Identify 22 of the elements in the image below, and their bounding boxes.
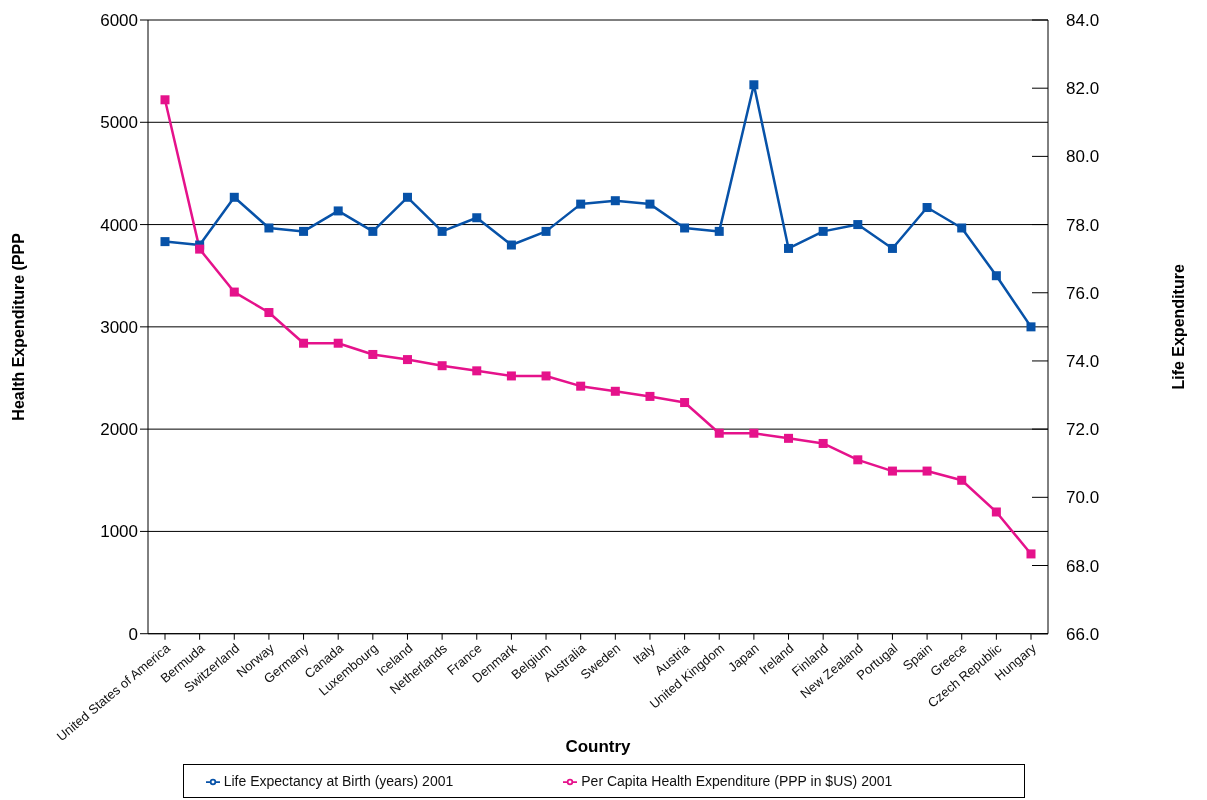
legend-label: Life Expectancy at Birth (years) 2001 (223, 772, 454, 789)
y-tick-label: 5000 (100, 113, 138, 133)
y2-tick-label: 82.0 (1066, 79, 1100, 99)
y2-tick-label: 66.0 (1066, 624, 1100, 644)
y2-tick-label: 70.0 (1066, 488, 1100, 508)
y2-tick-label: 78.0 (1066, 215, 1100, 235)
y-axis-title: Health Expenditure (PPP (9, 232, 27, 421)
y-tick-label: 4000 (100, 215, 138, 235)
legend-label: Per Capita Health Expenditure (PPP in $US) 2001 (581, 772, 893, 789)
y2-axis-title: Life Expenditure (1169, 264, 1187, 390)
x-axis-title: Country (565, 736, 632, 756)
y2-tick-label: 74.0 (1066, 351, 1100, 371)
y-tick-label: 2000 (100, 420, 138, 440)
y-tick-label: 1000 (100, 522, 138, 542)
y2-tick-label: 84.0 (1066, 11, 1100, 31)
y2-tick-label: 72.0 (1066, 420, 1100, 440)
y2-tick-label: 80.0 (1066, 147, 1100, 167)
y2-tick-label: 76.0 (1066, 283, 1100, 303)
y-tick-label: 6000 (100, 11, 138, 31)
y2-tick-label: 68.0 (1066, 556, 1100, 576)
y-tick-label: 3000 (100, 317, 138, 337)
y-tick-label: 0 (128, 624, 138, 644)
